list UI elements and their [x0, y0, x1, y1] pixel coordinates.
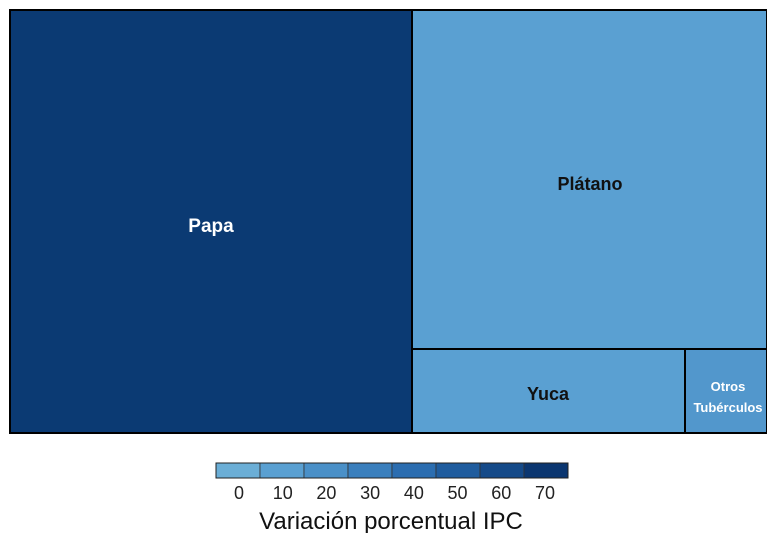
legend-tick-label: 40 [404, 483, 424, 503]
legend-swatch-5 [435, 462, 481, 479]
legend-tick-label: 70 [535, 483, 555, 503]
legend-swatch-0 [215, 462, 261, 479]
tile-otros-tuberculos [684, 348, 767, 434]
tile-label-platano: Plátano [557, 174, 622, 194]
tile-platano [411, 9, 767, 350]
legend-tick-label: 10 [273, 483, 293, 503]
legend: 0 10 20 30 40 50 60 70 Variación porcentual IPC [215, 462, 569, 533]
legend-tick-labels: 0 10 20 30 40 50 60 70 [234, 483, 555, 503]
legend-tick-label: 30 [360, 483, 380, 503]
legend-title: Variación porcentual IPC [259, 508, 523, 533]
legend-swatch-6 [479, 462, 525, 479]
tile-label-otros-tuberculos: Otros Tubérculos [693, 379, 762, 415]
legend-swatch-4 [391, 462, 437, 479]
legend-tick-label: 0 [234, 483, 244, 503]
legend-tick-label: 20 [316, 483, 336, 503]
legend-swatch-1 [259, 462, 305, 479]
legend-swatch-3 [347, 462, 393, 479]
legend-swatch-7 [523, 462, 569, 479]
legend-bar-border [215, 462, 569, 479]
treemap-tiles: Papa Plátano Yuca Otros Tubérculos [9, 9, 767, 434]
legend-color-bar [215, 462, 569, 479]
tile-label-yuca: Yuca [527, 384, 570, 404]
legend-swatch-2 [303, 462, 349, 479]
legend-tick-label: 50 [448, 483, 468, 503]
tile-papa [9, 9, 413, 434]
tile-label-papa: Papa [188, 216, 234, 237]
legend-tick-label: 60 [491, 483, 511, 503]
tile-yuca [411, 348, 686, 434]
